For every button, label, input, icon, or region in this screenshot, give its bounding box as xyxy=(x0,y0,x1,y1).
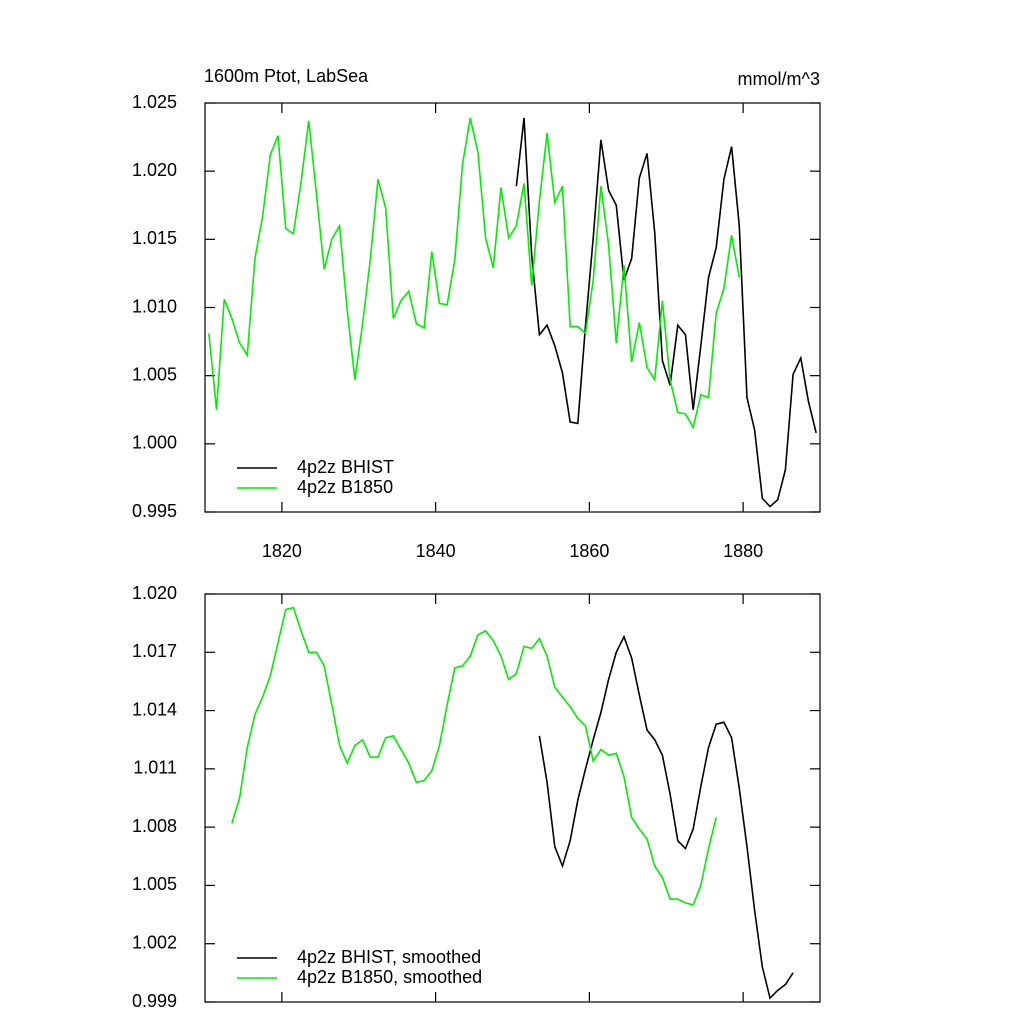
x-tick-label: 1820 xyxy=(262,541,302,561)
y-tick-label: 0.999 xyxy=(132,991,177,1011)
y-tick-label: 0.995 xyxy=(132,501,177,521)
data-line xyxy=(231,606,717,906)
x-tick-label: 1880 xyxy=(723,541,763,561)
y-tick-label: 1.025 xyxy=(132,92,177,112)
y-tick-label: 1.000 xyxy=(132,433,177,453)
data-line xyxy=(515,117,817,508)
y-tick-label: 1.020 xyxy=(132,583,177,603)
y-tick-label: 1.020 xyxy=(132,160,177,180)
chart-title: 1600m Ptot, LabSea xyxy=(204,66,369,86)
data-line xyxy=(208,117,741,430)
y-tick-label: 1.005 xyxy=(132,364,177,384)
legend-label: 4p2z B1850, smoothed xyxy=(297,967,482,987)
units-label: mmol/m^3 xyxy=(738,69,820,89)
plot-frame xyxy=(204,593,821,1003)
y-tick-label: 1.014 xyxy=(132,699,177,719)
y-tick-label: 1.017 xyxy=(132,641,177,661)
legend-label: 4p2z B1850 xyxy=(297,477,393,497)
legend-label: 4p2z BHIST, smoothed xyxy=(297,947,481,967)
y-tick-label: 1.011 xyxy=(133,758,177,778)
x-tick-label: 1860 xyxy=(569,541,609,561)
y-tick-label: 1.005 xyxy=(132,874,177,894)
legend-label: 4p2z BHIST xyxy=(297,457,394,477)
y-tick-label: 1.008 xyxy=(132,816,177,836)
x-tick-label: 1840 xyxy=(416,541,456,561)
y-tick-label: 1.002 xyxy=(132,932,177,952)
y-tick-label: 1.010 xyxy=(132,296,177,316)
data-line xyxy=(538,634,794,1000)
y-tick-label: 1.015 xyxy=(132,228,177,248)
